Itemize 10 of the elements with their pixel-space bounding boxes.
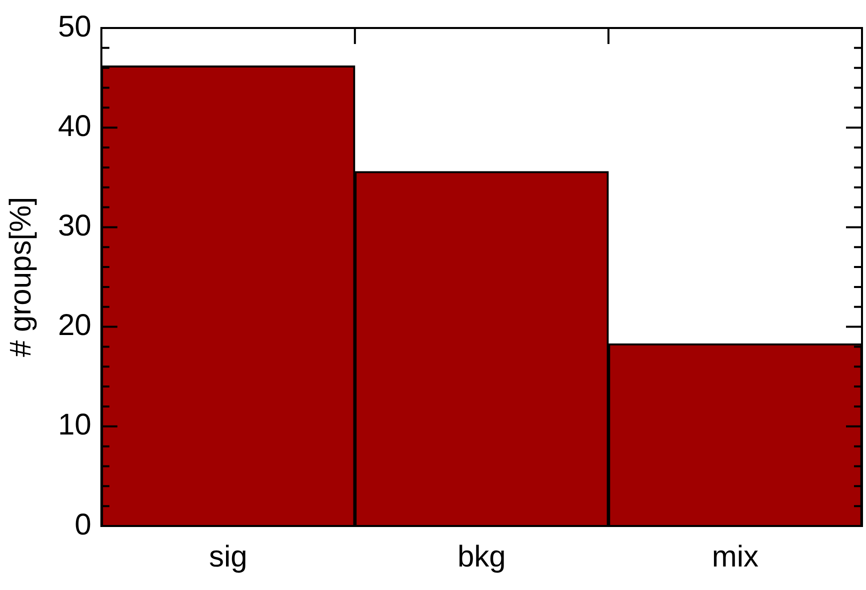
x-tick-label: mix xyxy=(712,540,759,574)
y-tick-label: 10 xyxy=(58,408,92,442)
y-axis-title: # groups[%] xyxy=(4,196,38,358)
x-tick-label: sig xyxy=(208,540,248,574)
y-tick-label: 30 xyxy=(58,209,92,242)
y-tick-label: 50 xyxy=(58,10,92,44)
y-tick-label: 20 xyxy=(58,309,92,342)
y-tick-label: 40 xyxy=(58,110,92,143)
x-tick-label: bkg xyxy=(457,540,506,574)
y-tick-label: 0 xyxy=(74,508,92,542)
